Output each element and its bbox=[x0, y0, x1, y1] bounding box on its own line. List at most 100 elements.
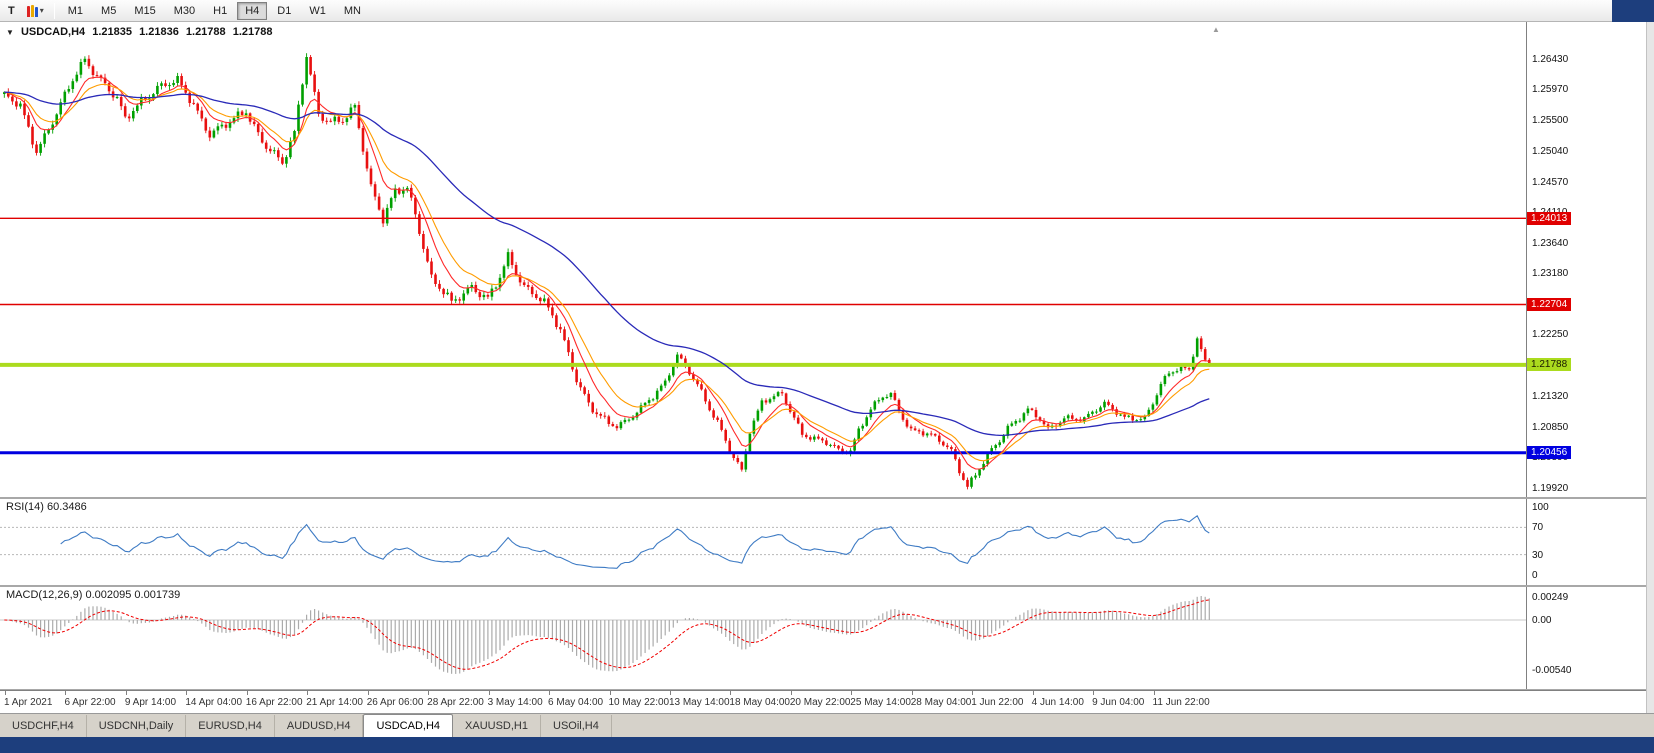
chart-tab-usdchf-h4[interactable]: USDCHF,H4 bbox=[0, 715, 87, 737]
rsi-tick-2: 30 bbox=[1532, 549, 1544, 561]
macd-label: MACD(12,26,9) 0.002095 0.001739 bbox=[6, 589, 181, 601]
ohlc-high: 1.21836 bbox=[139, 26, 179, 38]
time-label-16: 1 Jun 22:00 bbox=[971, 697, 1024, 708]
time-label-11: 13 May 14:00 bbox=[668, 697, 730, 708]
chart-title: ▼ USDCAD,H4 1.21835 1.21836 1.21788 1.21… bbox=[6, 26, 276, 38]
time-tick bbox=[488, 691, 490, 695]
rsi-label: RSI(14) 60.3486 bbox=[6, 501, 87, 513]
ohlc-close: 1.21788 bbox=[232, 26, 273, 38]
chevron-down-icon: ▾ bbox=[39, 6, 44, 15]
price-tick-2: 1.25500 bbox=[1532, 115, 1569, 127]
time-label-12: 18 May 04:00 bbox=[729, 697, 790, 708]
timeframe-button-mn[interactable]: MN bbox=[336, 2, 369, 20]
time-tick bbox=[549, 691, 551, 695]
window-footer-strip bbox=[0, 737, 1654, 753]
time-label-8: 3 May 14:00 bbox=[487, 697, 543, 708]
rsi-tick-3: 0 bbox=[1532, 570, 1538, 581]
text-tool-button[interactable]: T bbox=[2, 2, 21, 20]
timeframe-button-h1[interactable]: H1 bbox=[205, 2, 235, 20]
time-tick bbox=[730, 691, 732, 695]
resistance-line-2-tag: 1.22704 bbox=[1527, 298, 1572, 312]
price-tick-3: 1.25040 bbox=[1532, 145, 1569, 157]
time-tick bbox=[307, 691, 309, 695]
time-label-0: 1 Apr 2021 bbox=[4, 697, 53, 708]
panel-separator-macd[interactable] bbox=[0, 585, 1654, 587]
price-tick-7: 1.23180 bbox=[1532, 268, 1569, 280]
toolbar: T ▾ M1 M5 M15 M30 H1 H4 D1 W1 MN bbox=[0, 0, 1654, 22]
timeframe-button-m1[interactable]: M1 bbox=[60, 2, 91, 20]
support-line-green-tag: 1.21788 bbox=[1527, 358, 1572, 372]
chart-tab-usdcad-h4[interactable]: USDCAD,H4 bbox=[363, 714, 454, 737]
price-tick-9: 1.22250 bbox=[1532, 329, 1569, 341]
time-label-13: 20 May 22:00 bbox=[789, 697, 851, 708]
rsi-tick-1: 70 bbox=[1532, 522, 1544, 534]
time-tick bbox=[65, 691, 67, 695]
timeframe-button-m15[interactable]: M15 bbox=[126, 2, 163, 20]
chart-tab-bar: USDCHF,H4 USDCNH,Daily EURUSD,H4 AUDUSD,H4 U… bbox=[0, 713, 1654, 737]
draw-objects-button[interactable]: ▾ bbox=[21, 2, 50, 20]
text-tool-label: T bbox=[8, 4, 15, 17]
macd-tick-1: 0.00 bbox=[1532, 615, 1552, 626]
time-tick bbox=[851, 691, 853, 695]
timeframe-button-m5[interactable]: M5 bbox=[93, 2, 124, 20]
crayons-icon bbox=[26, 4, 38, 17]
time-label-19: 11 Jun 22:00 bbox=[1152, 697, 1210, 708]
time-tick bbox=[428, 691, 430, 695]
time-tick bbox=[669, 691, 671, 695]
time-tick bbox=[5, 691, 6, 695]
window-corner-block bbox=[1612, 0, 1654, 22]
time-label-3: 14 Apr 04:00 bbox=[185, 697, 243, 708]
resistance-line-1-tag: 1.24013 bbox=[1527, 211, 1572, 225]
price-tick-0: 1.26430 bbox=[1532, 54, 1569, 65]
time-label-4: 16 Apr 22:00 bbox=[245, 697, 303, 708]
time-label-1: 6 Apr 22:00 bbox=[64, 697, 116, 708]
timeframe-button-h4[interactable]: H4 bbox=[237, 1, 268, 20]
ohlc-open: 1.21835 bbox=[92, 26, 132, 38]
time-tick bbox=[790, 691, 792, 695]
chart-tab-audusd-h4[interactable]: AUDUSD,H4 bbox=[275, 715, 364, 737]
macd-tick-2: -0.00540 bbox=[1532, 664, 1572, 676]
time-tick bbox=[1153, 691, 1155, 695]
price-tick-11: 1.21320 bbox=[1532, 390, 1569, 402]
macd-panel-canvas[interactable] bbox=[0, 587, 1526, 689]
chart-tab-usoil-h4[interactable]: USOil,H4 bbox=[541, 715, 612, 737]
time-label-9: 6 May 04:00 bbox=[548, 697, 604, 708]
chart-symbol-period: USDCAD,H4 bbox=[20, 26, 86, 38]
ohlc-low: 1.21788 bbox=[185, 26, 226, 38]
time-tick bbox=[125, 691, 127, 695]
panel-separator-rsi[interactable] bbox=[0, 497, 1654, 499]
time-label-10: 10 May 22:00 bbox=[608, 697, 670, 708]
timeframe-button-w1[interactable]: W1 bbox=[301, 2, 334, 20]
time-label-14: 25 May 14:00 bbox=[850, 697, 911, 708]
chart-tab-eurusd-h4[interactable]: EURUSD,H4 bbox=[186, 715, 275, 737]
chart-shift-marker-icon[interactable]: ▲ bbox=[1212, 25, 1220, 34]
time-tick bbox=[1032, 691, 1034, 695]
time-tick bbox=[186, 691, 188, 695]
rsi-panel-canvas[interactable] bbox=[0, 499, 1526, 585]
timeframe-button-m30[interactable]: M30 bbox=[166, 2, 203, 20]
macd-tick-0: 0.00249 bbox=[1532, 592, 1569, 604]
price-chart-canvas[interactable] bbox=[0, 22, 1526, 497]
time-label-7: 28 Apr 22:00 bbox=[427, 697, 484, 708]
collapse-triangle-icon: ▼ bbox=[6, 28, 14, 37]
time-tick bbox=[911, 691, 913, 695]
chart-tab-usdcnh-daily[interactable]: USDCNH,Daily bbox=[87, 715, 187, 737]
time-tick bbox=[367, 691, 369, 695]
timeframe-button-d1[interactable]: D1 bbox=[269, 2, 299, 20]
time-tick bbox=[1093, 691, 1095, 695]
price-tick-4: 1.24570 bbox=[1532, 176, 1569, 188]
time-tick bbox=[972, 691, 974, 695]
time-label-18: 9 Jun 04:00 bbox=[1092, 697, 1145, 708]
chart-tab-xauusd-h1[interactable]: XAUUSD,H1 bbox=[453, 715, 541, 737]
price-tick-1: 1.25970 bbox=[1532, 84, 1569, 96]
time-label-17: 4 Jun 14:00 bbox=[1031, 697, 1084, 708]
price-axis[interactable]: 1.264301.259701.255001.250401.245701.241… bbox=[1526, 22, 1646, 713]
price-tick-6: 1.23640 bbox=[1532, 237, 1569, 249]
vertical-scrollbar[interactable] bbox=[1646, 22, 1654, 713]
price-tick-12: 1.20850 bbox=[1532, 421, 1569, 433]
time-axis[interactable]: 1 Apr 2021 6 Apr 22:00 9 Apr 14:00 14 Apr 0… bbox=[0, 690, 1654, 713]
time-tick bbox=[246, 691, 248, 695]
time-tick bbox=[609, 691, 611, 695]
time-label-5: 21 Apr 14:00 bbox=[306, 697, 363, 708]
